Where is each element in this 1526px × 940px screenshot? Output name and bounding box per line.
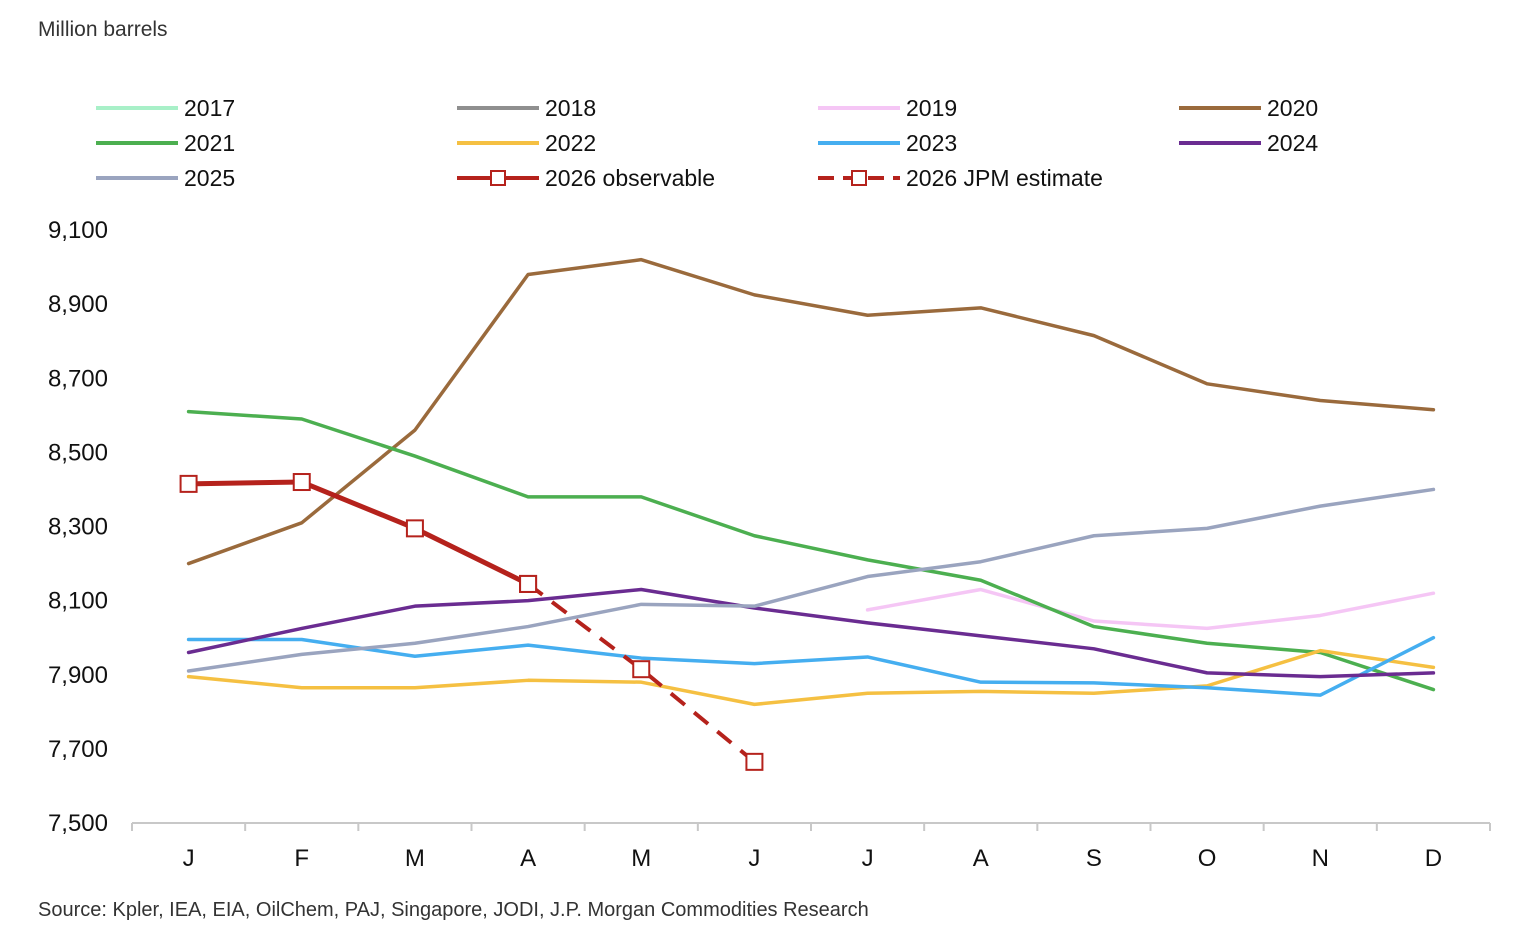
x-tick-label: A [520, 845, 536, 872]
series-line-2025 [186, 487, 1436, 673]
y-tick-label: 8,100 [48, 588, 108, 615]
series-area [179, 257, 1436, 771]
x-tick-label: J [748, 845, 760, 872]
source-note: Source: Kpler, IEA, EIA, OilChem, PAJ, S… [38, 899, 869, 921]
x-tick-label: J [183, 845, 195, 872]
x-tick-label: M [631, 845, 651, 872]
x-tick-label: M [405, 845, 425, 872]
legend-item-2026-observable: 2026 observable [457, 165, 715, 191]
series-line-2026-observable [186, 479, 531, 587]
data-point-2026-observable [292, 473, 311, 492]
series-line-2021 [186, 409, 1436, 692]
x-tick-label: S [1086, 845, 1102, 872]
data-point-2026-jpm-estimate [632, 660, 651, 679]
x-tick-label: N [1312, 845, 1329, 872]
x-tick-label: D [1425, 845, 1442, 872]
legend-item-2017: 2017 [96, 95, 235, 121]
legend-label: 2018 [545, 95, 596, 121]
legend-label: 2019 [906, 95, 957, 121]
legend-label: 2020 [1267, 95, 1318, 121]
y-tick-label: 8,900 [48, 291, 108, 318]
legend-item-2024: 2024 [1179, 130, 1318, 156]
data-point-2026-jpm-estimate [519, 574, 538, 593]
legend-item-2019: 2019 [818, 95, 957, 121]
legend-label: 2021 [184, 130, 235, 156]
series-line-2024 [186, 587, 1436, 679]
x-tick-label: O [1198, 845, 1217, 872]
legend-marker [490, 170, 506, 186]
series-line-2022 [186, 648, 1436, 707]
axes: J F M A M J J A S O N D 7,500 7,700 7,900 8,100 8,300 8,5… [48, 217, 1491, 872]
legend-item-2025: 2025 [96, 165, 235, 191]
y-tick-label: 7,700 [48, 736, 108, 763]
legend-item-2023: 2023 [818, 130, 957, 156]
y-axis-unit-label: Million barrels [38, 18, 168, 41]
series-line-2023 [186, 635, 1436, 697]
x-tick-label: J [862, 845, 874, 872]
legend: 2017 2018 2019 2020 2021 2022 2023 2024 2025 2026… [96, 95, 1318, 191]
x-tick-label: A [973, 845, 989, 872]
legend-item-2021: 2021 [96, 130, 235, 156]
legend-label: 2023 [906, 130, 957, 156]
legend-marker [851, 170, 867, 186]
legend-item-2018: 2018 [457, 95, 596, 121]
series-line-2019 [865, 587, 1436, 631]
x-tick-label: F [294, 845, 309, 872]
legend-label: 2026 JPM estimate [906, 165, 1103, 191]
legend-item-2026-jpm-estimate: 2026 JPM estimate [818, 165, 1103, 191]
y-tick-label: 9,100 [48, 217, 108, 244]
y-tick-label: 8,700 [48, 365, 108, 392]
data-point-2026-observable [179, 474, 198, 493]
y-tick-label: 8,300 [48, 514, 108, 541]
legend-label: 2026 observable [545, 165, 715, 191]
legend-label: 2025 [184, 165, 235, 191]
series-line-2020 [186, 257, 1436, 566]
y-tick-label: 8,500 [48, 439, 108, 466]
data-point-2026-observable [405, 519, 424, 538]
legend-item-2020: 2020 [1179, 95, 1318, 121]
legend-label: 2022 [545, 130, 596, 156]
y-tick-label: 7,500 [48, 810, 108, 837]
series-line-2026-jpm-estimate [526, 582, 756, 764]
data-point-2026-jpm-estimate [745, 752, 764, 771]
legend-label: 2024 [1267, 130, 1318, 156]
legend-label: 2017 [184, 95, 235, 121]
legend-item-2022: 2022 [457, 130, 596, 156]
y-tick-label: 7,900 [48, 662, 108, 689]
